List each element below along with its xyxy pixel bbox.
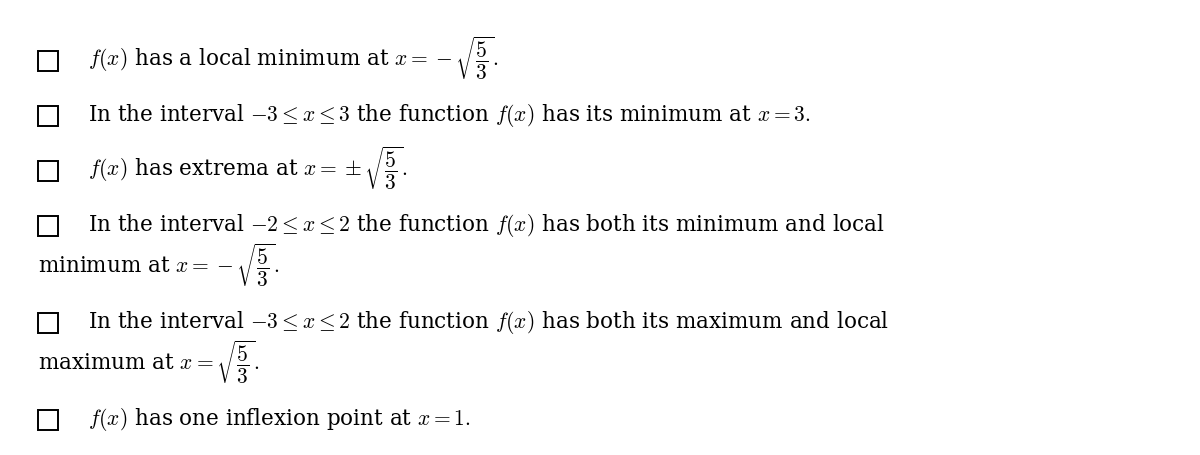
Bar [38,216,58,236]
Bar [38,106,58,126]
Bar [38,410,58,430]
Text: In the interval $-2 \leq x \leq 2$ the function $f(x)$ has both its minimum and : In the interval $-2 \leq x \leq 2$ the f… [88,212,886,239]
Bar [38,161,58,181]
Text: minimum at $x = -\sqrt{\dfrac{5}{3}}.$: minimum at $x = -\sqrt{\dfrac{5}{3}}.$ [38,241,280,288]
Bar [38,313,58,333]
Text: $f(x)$ has one inflexion point at $x = 1.$: $f(x)$ has one inflexion point at $x = 1… [88,406,470,433]
Text: $f(x)$ has a local minimum at $x = -\sqrt{\dfrac{5}{3}}.$: $f(x)$ has a local minimum at $x = -\sqr… [88,34,498,81]
Text: $f(x)$ has extrema at $x = \pm\sqrt{\dfrac{5}{3}}.$: $f(x)$ has extrema at $x = \pm\sqrt{\dfr… [88,144,407,192]
Bar [38,51,58,71]
Text: In the interval $-3 \leq x \leq 2$ the function $f(x)$ has both its maximum and : In the interval $-3 \leq x \leq 2$ the f… [88,309,889,336]
Text: maximum at $x = \sqrt{\dfrac{5}{3}}.$: maximum at $x = \sqrt{\dfrac{5}{3}}.$ [38,338,259,385]
Text: In the interval $-3 \leq x \leq 3$ the function $f(x)$ has its minimum at $x = 3: In the interval $-3 \leq x \leq 3$ the f… [88,102,810,129]
